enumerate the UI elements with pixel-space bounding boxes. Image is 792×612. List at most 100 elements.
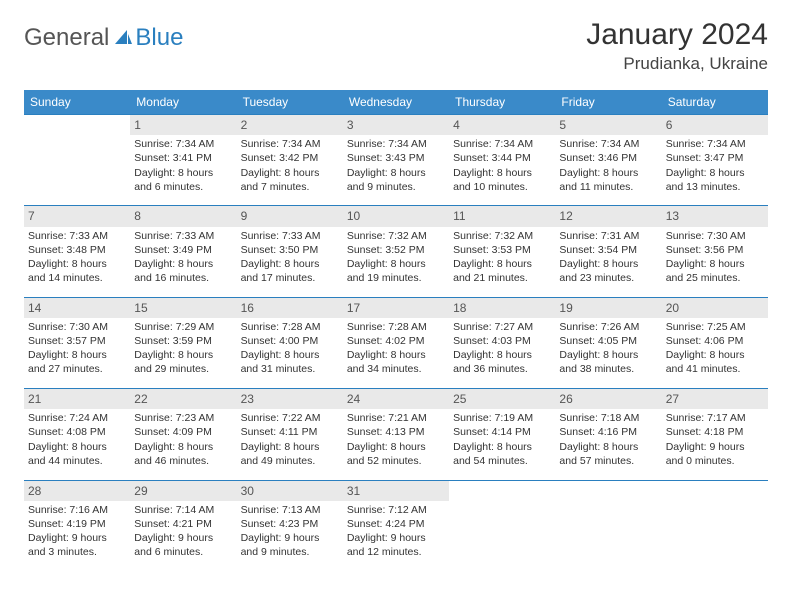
sunset-text: Sunset: 4:06 PM <box>666 334 764 348</box>
daylight-text: Daylight: 8 hours and 23 minutes. <box>559 257 657 285</box>
sunrise-text: Sunrise: 7:30 AM <box>28 320 126 334</box>
sunset-text: Sunset: 4:05 PM <box>559 334 657 348</box>
day-number-cell: 8 <box>130 206 236 227</box>
day-number-cell: 25 <box>449 389 555 410</box>
day-number-cell: 15 <box>130 297 236 318</box>
day-body-cell: Sunrise: 7:18 AMSunset: 4:16 PMDaylight:… <box>555 409 661 474</box>
day-number-row: 28293031 <box>24 480 768 501</box>
day-body-cell: Sunrise: 7:23 AMSunset: 4:09 PMDaylight:… <box>130 409 236 474</box>
sunset-text: Sunset: 4:14 PM <box>453 425 551 439</box>
day-number-row: 14151617181920 <box>24 297 768 318</box>
day-body-cell: Sunrise: 7:13 AMSunset: 4:23 PMDaylight:… <box>237 501 343 566</box>
sunset-text: Sunset: 3:49 PM <box>134 243 232 257</box>
day-body-cell: Sunrise: 7:28 AMSunset: 4:00 PMDaylight:… <box>237 318 343 383</box>
day-number-cell: 12 <box>555 206 661 227</box>
sunset-text: Sunset: 4:08 PM <box>28 425 126 439</box>
sunset-text: Sunset: 4:11 PM <box>241 425 339 439</box>
day-number-cell: 30 <box>237 480 343 501</box>
daylight-text: Daylight: 8 hours and 17 minutes. <box>241 257 339 285</box>
day-number-cell: 29 <box>130 480 236 501</box>
day-number-cell: 26 <box>555 389 661 410</box>
day-body-cell: Sunrise: 7:12 AMSunset: 4:24 PMDaylight:… <box>343 501 449 566</box>
day-number-row: 123456 <box>24 115 768 136</box>
logo-text-general: General <box>24 24 109 52</box>
day-number-cell <box>662 480 768 501</box>
day-number-cell: 5 <box>555 115 661 136</box>
daylight-text: Daylight: 8 hours and 6 minutes. <box>134 166 232 194</box>
day-number-cell: 28 <box>24 480 130 501</box>
sunrise-text: Sunrise: 7:34 AM <box>134 137 232 151</box>
weekday-header: Wednesday <box>343 90 449 115</box>
sunset-text: Sunset: 4:03 PM <box>453 334 551 348</box>
day-number-cell: 7 <box>24 206 130 227</box>
day-body-cell: Sunrise: 7:24 AMSunset: 4:08 PMDaylight:… <box>24 409 130 474</box>
logo: General Blue <box>24 18 183 52</box>
day-number-cell <box>555 480 661 501</box>
sunrise-text: Sunrise: 7:33 AM <box>241 229 339 243</box>
daylight-text: Daylight: 8 hours and 46 minutes. <box>134 440 232 468</box>
day-body-cell: Sunrise: 7:25 AMSunset: 4:06 PMDaylight:… <box>662 318 768 383</box>
daylight-text: Daylight: 8 hours and 36 minutes. <box>453 348 551 376</box>
daylight-text: Daylight: 8 hours and 41 minutes. <box>666 348 764 376</box>
sunset-text: Sunset: 3:56 PM <box>666 243 764 257</box>
daylight-text: Daylight: 8 hours and 9 minutes. <box>347 166 445 194</box>
sunrise-text: Sunrise: 7:30 AM <box>666 229 764 243</box>
sunset-text: Sunset: 4:24 PM <box>347 517 445 531</box>
day-body-cell: Sunrise: 7:14 AMSunset: 4:21 PMDaylight:… <box>130 501 236 566</box>
sunrise-text: Sunrise: 7:29 AM <box>134 320 232 334</box>
day-number-cell: 9 <box>237 206 343 227</box>
sunset-text: Sunset: 4:23 PM <box>241 517 339 531</box>
sunset-text: Sunset: 3:42 PM <box>241 151 339 165</box>
day-body-cell: Sunrise: 7:32 AMSunset: 3:52 PMDaylight:… <box>343 227 449 292</box>
sunrise-text: Sunrise: 7:12 AM <box>347 503 445 517</box>
sunset-text: Sunset: 4:09 PM <box>134 425 232 439</box>
day-body-cell: Sunrise: 7:34 AMSunset: 3:44 PMDaylight:… <box>449 135 555 200</box>
day-body-cell <box>449 501 555 566</box>
month-title: January 2024 <box>586 18 768 52</box>
daylight-text: Daylight: 8 hours and 11 minutes. <box>559 166 657 194</box>
logo-text-blue: Blue <box>135 24 183 52</box>
daylight-text: Daylight: 9 hours and 12 minutes. <box>347 531 445 559</box>
day-body-cell: Sunrise: 7:21 AMSunset: 4:13 PMDaylight:… <box>343 409 449 474</box>
sunset-text: Sunset: 3:44 PM <box>453 151 551 165</box>
day-number-cell: 19 <box>555 297 661 318</box>
day-number-cell: 18 <box>449 297 555 318</box>
day-body-cell: Sunrise: 7:28 AMSunset: 4:02 PMDaylight:… <box>343 318 449 383</box>
sunset-text: Sunset: 4:13 PM <box>347 425 445 439</box>
daylight-text: Daylight: 8 hours and 52 minutes. <box>347 440 445 468</box>
day-number-cell: 17 <box>343 297 449 318</box>
sunrise-text: Sunrise: 7:19 AM <box>453 411 551 425</box>
daylight-text: Daylight: 8 hours and 13 minutes. <box>666 166 764 194</box>
day-number-cell: 31 <box>343 480 449 501</box>
day-body-cell: Sunrise: 7:34 AMSunset: 3:42 PMDaylight:… <box>237 135 343 200</box>
weekday-header: Monday <box>130 90 236 115</box>
sunrise-text: Sunrise: 7:14 AM <box>134 503 232 517</box>
sunrise-text: Sunrise: 7:18 AM <box>559 411 657 425</box>
day-body-row: Sunrise: 7:16 AMSunset: 4:19 PMDaylight:… <box>24 501 768 566</box>
day-number-cell: 1 <box>130 115 236 136</box>
day-body-cell: Sunrise: 7:34 AMSunset: 3:41 PMDaylight:… <box>130 135 236 200</box>
location-label: Prudianka, Ukraine <box>586 54 768 74</box>
day-body-cell: Sunrise: 7:33 AMSunset: 3:50 PMDaylight:… <box>237 227 343 292</box>
day-number-cell: 11 <box>449 206 555 227</box>
daylight-text: Daylight: 8 hours and 14 minutes. <box>28 257 126 285</box>
day-number-cell: 20 <box>662 297 768 318</box>
daylight-text: Daylight: 8 hours and 10 minutes. <box>453 166 551 194</box>
sunset-text: Sunset: 4:00 PM <box>241 334 339 348</box>
day-number-row: 78910111213 <box>24 206 768 227</box>
day-number-cell: 21 <box>24 389 130 410</box>
sunset-text: Sunset: 3:43 PM <box>347 151 445 165</box>
day-number-cell <box>24 115 130 136</box>
daylight-text: Daylight: 8 hours and 7 minutes. <box>241 166 339 194</box>
weekday-header-row: Sunday Monday Tuesday Wednesday Thursday… <box>24 90 768 115</box>
day-number-cell: 27 <box>662 389 768 410</box>
day-number-cell: 6 <box>662 115 768 136</box>
sunrise-text: Sunrise: 7:23 AM <box>134 411 232 425</box>
sunset-text: Sunset: 3:46 PM <box>559 151 657 165</box>
day-body-row: Sunrise: 7:30 AMSunset: 3:57 PMDaylight:… <box>24 318 768 383</box>
sunset-text: Sunset: 4:18 PM <box>666 425 764 439</box>
sunrise-text: Sunrise: 7:31 AM <box>559 229 657 243</box>
sunrise-text: Sunrise: 7:21 AM <box>347 411 445 425</box>
day-body-cell: Sunrise: 7:17 AMSunset: 4:18 PMDaylight:… <box>662 409 768 474</box>
sunrise-text: Sunrise: 7:33 AM <box>134 229 232 243</box>
